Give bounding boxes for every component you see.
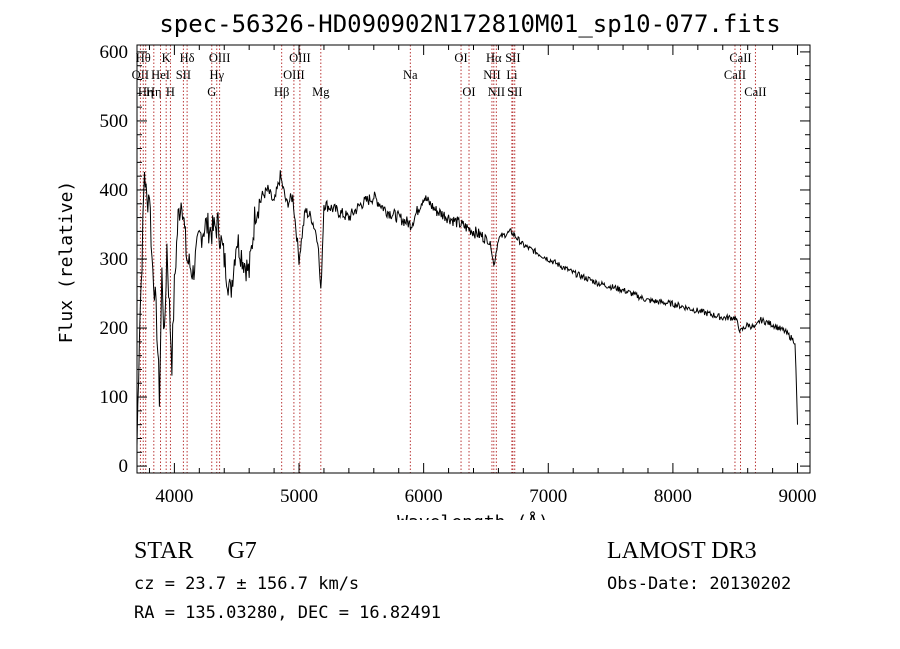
spectrum-line <box>136 170 798 446</box>
spectrum-chart: spec-56326-HD090902N172810M01_sp10-077.f… <box>56 10 817 520</box>
spectral-line-label-20: Hα <box>486 51 502 65</box>
spectral-line-label-5: K <box>162 51 171 65</box>
spectral-line-label-23: SII <box>505 51 520 65</box>
survey-label: LAMOST DR3 <box>607 538 757 564</box>
x-tick-label-3: 7000 <box>529 486 567 507</box>
spectral-line-label-22: Li <box>506 68 518 82</box>
spectral-line-label-17: OI <box>454 51 467 65</box>
spectral-line-label-3: Hη <box>146 85 162 99</box>
spectral-line-label-9: G <box>207 85 216 99</box>
x-tick-label-2: 6000 <box>405 486 443 507</box>
x-tick-label-0: 4000 <box>155 486 193 507</box>
spectral-line-label-27: CaII <box>744 85 766 99</box>
y-tick-label-2: 200 <box>100 318 129 339</box>
spectral-line-label-25: CaII <box>724 68 746 82</box>
spectral-line-label-21: NII <box>488 85 505 99</box>
subclass-label: G7 <box>227 538 257 564</box>
spectral-line-label-19: NII <box>483 68 500 82</box>
class-label: STAR <box>134 538 194 564</box>
obs-date: Obs-Date: 20130202 <box>607 574 792 594</box>
spectral-line-label-24: SII <box>507 85 522 99</box>
spectral-line-label-2: Hη <box>138 85 154 99</box>
spectral-line-label-13: OIII <box>283 68 305 82</box>
spectral-line-label-8: Hδ <box>180 51 195 65</box>
x-tick-label-5: 9000 <box>779 486 817 507</box>
spectral-line-label-1: Hθ <box>136 51 151 65</box>
plot-frame <box>136 44 811 474</box>
object-class: STAR G7 <box>134 538 257 565</box>
coordinates-info: RA = 135.03280, DEC = 16.82491 <box>134 603 442 623</box>
spectral-line-label-6: H <box>166 85 175 99</box>
y-tick-label-4: 400 <box>100 180 129 201</box>
spectral-line-label-0: OII <box>132 68 149 82</box>
spectral-line-label-11: OIII <box>209 51 231 65</box>
spectral-line-label-4: HeI <box>151 68 170 82</box>
axes <box>136 44 811 474</box>
y-tick-label-3: 300 <box>100 249 129 270</box>
x-tick-label-1: 5000 <box>280 486 318 507</box>
spectral-line-label-7: SII <box>176 68 191 82</box>
spectral-line-label-10: Hγ <box>209 68 224 82</box>
y-tick-label-0: 0 <box>119 456 129 477</box>
spectrum-series <box>136 170 798 446</box>
spectral-line-label-12: Hβ <box>274 85 289 99</box>
spectral-line-label-18: OI <box>462 85 475 99</box>
y-tick-label-6: 600 <box>100 42 129 63</box>
chart-title: spec-56326-HD090902N172810M01_sp10-077.f… <box>159 10 780 38</box>
x-axis-label: Wavelength (Å) <box>397 511 549 520</box>
spectral-line-label-16: Na <box>403 68 418 82</box>
x-tick-label-4: 8000 <box>654 486 692 507</box>
ticks: 4000 5000 6000 7000 8000 9000 0 100 200 300 400 500… <box>100 42 817 507</box>
spectral-line-label-26: CaII <box>729 51 751 65</box>
spectral-lines: OIIHθHηHηHeIKHSIIHδGHγOIIIHβOIIIOIIIMgNa… <box>132 45 767 473</box>
y-tick-label-5: 500 <box>100 111 129 132</box>
y-axis-label: Flux (relative) <box>56 181 77 344</box>
spectral-line-label-15: Mg <box>312 85 330 99</box>
redshift-info: cz = 23.7 ± 156.7 km/s <box>134 574 360 594</box>
y-tick-label-1: 100 <box>100 387 129 408</box>
spectral-line-label-14: OIII <box>289 51 311 65</box>
